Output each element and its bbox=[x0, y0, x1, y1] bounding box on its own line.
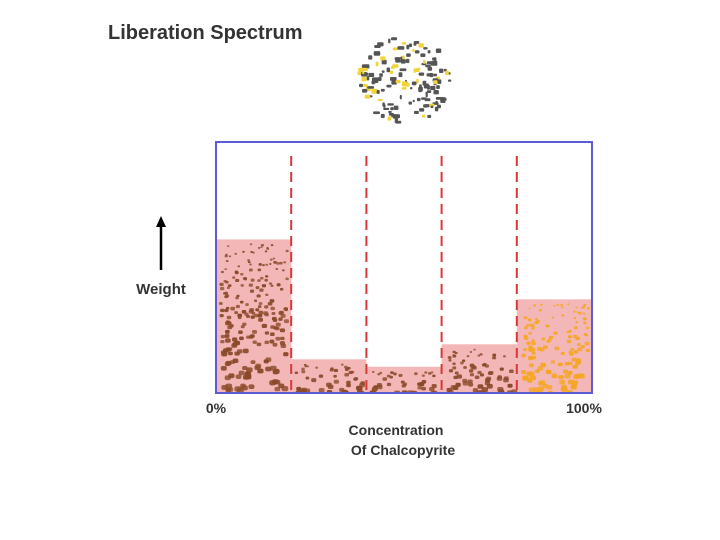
y-axis-label: Weight bbox=[136, 281, 186, 298]
x-axis-label-line1: Concentration bbox=[349, 422, 444, 438]
plot-frame bbox=[215, 141, 593, 394]
particle-layer bbox=[219, 243, 590, 393]
x-axis-label-line2: Of Chalcopyrite bbox=[351, 442, 455, 458]
ore-sample-icon bbox=[357, 37, 452, 124]
x-tick-label-end: 100% bbox=[566, 400, 602, 416]
y-axis-arrow bbox=[156, 216, 166, 270]
x-tick-label-start: 0% bbox=[206, 400, 227, 416]
divider-layer bbox=[290, 156, 518, 393]
chart-title: Liberation Spectrum bbox=[108, 22, 303, 44]
